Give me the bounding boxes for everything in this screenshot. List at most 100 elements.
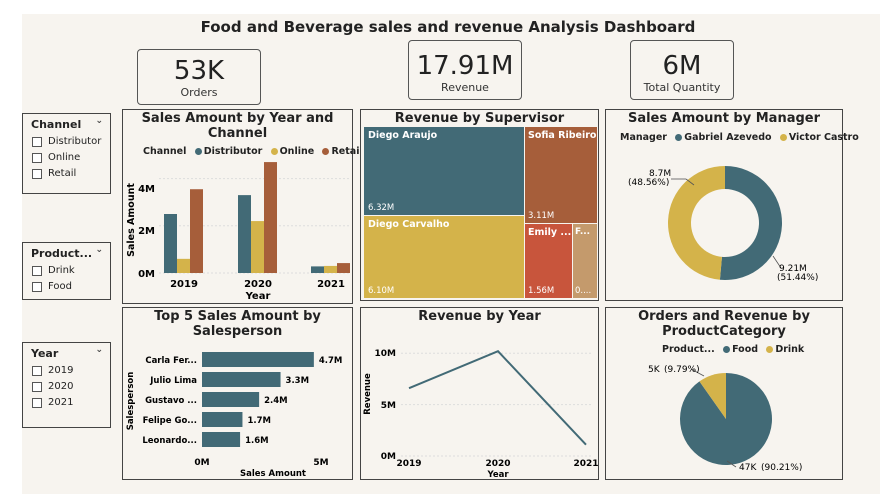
- x-tick-label: 2020: [244, 279, 272, 290]
- slice-value-label: 5K: [648, 365, 661, 375]
- treemap-cell[interactable]: Diego Araujo 6.32M: [364, 127, 524, 215]
- bar[interactable]: [324, 265, 337, 273]
- pie-slice[interactable]: [699, 373, 726, 419]
- treemap-value: 1.56M: [528, 286, 555, 296]
- legend-marker: [779, 134, 787, 141]
- kpi-revenue-card[interactable]: 17.91M Revenue: [408, 40, 522, 100]
- year-slicer[interactable]: Year ⌄ 2019 2020 2021: [22, 342, 111, 428]
- donut-slice[interactable]: [719, 166, 783, 280]
- sales-by-year-channel-card[interactable]: Sales Amount by Year and Channel Channel…: [122, 109, 363, 304]
- sales-by-manager-card[interactable]: Sales Amount by Manager Manager Gabriel …: [605, 109, 859, 301]
- slicer-option-label: 2019: [48, 365, 74, 376]
- treemap-cell[interactable]: Diego Carvalho 6.10M: [364, 216, 524, 298]
- x-tick-label: 2019: [396, 459, 421, 469]
- revenue-by-supervisor-card[interactable]: Revenue by Supervisor Diego Araujo 6.32M…: [360, 109, 599, 301]
- bar[interactable]: [202, 392, 260, 407]
- y-tick-label: 0M: [138, 269, 155, 280]
- orders-by-category-card[interactable]: Orders and Revenue by ProductCategory Pr…: [605, 307, 843, 480]
- slice-percent-label: (48.56%): [628, 178, 669, 188]
- treemap-label: Emily ...: [528, 227, 572, 238]
- checkbox[interactable]: [32, 136, 42, 147]
- chart-title: Sales Amount by Year and Channel: [141, 111, 334, 141]
- x-tick-label: 2021: [317, 279, 345, 290]
- slicer-option-2019[interactable]: 2019: [23, 362, 110, 378]
- x-tick-label: 5M: [313, 458, 328, 468]
- checkbox[interactable]: [32, 381, 42, 392]
- treemap-cell[interactable]: Emily ... 1.56M: [525, 224, 572, 298]
- checkbox[interactable]: [32, 265, 42, 276]
- legend-label: Online: [279, 146, 315, 157]
- bar[interactable]: [264, 162, 277, 273]
- x-tick-label: 2019: [170, 279, 198, 290]
- revenue-line[interactable]: [408, 350, 587, 446]
- treemap-cell[interactable]: Sofia Ribeiro 3.11M: [525, 127, 597, 223]
- chart-legend: Manager Gabriel Azevedo Victor Castro: [620, 132, 859, 143]
- slicer-option-drink[interactable]: Drink: [23, 262, 110, 278]
- slicer-option-online[interactable]: Online: [23, 149, 110, 165]
- y-tick-label: 4M: [138, 184, 155, 195]
- bar[interactable]: [190, 189, 203, 273]
- bar[interactable]: [202, 432, 241, 447]
- bar[interactable]: [177, 258, 190, 273]
- data-label: 1.7M: [247, 416, 271, 426]
- chevron-down-icon[interactable]: ⌄: [95, 245, 103, 255]
- top5-salesperson-card[interactable]: Top 5 Sales Amount by Salesperson Carla …: [122, 307, 353, 480]
- y-axis-title: Sales Amount: [126, 183, 137, 257]
- category-label: Felipe Go...: [143, 416, 197, 426]
- checkbox[interactable]: [32, 365, 42, 376]
- kpi-quantity-label: Total Quantity: [643, 81, 721, 94]
- slicer-option-2020[interactable]: 2020: [23, 378, 110, 394]
- legend-marker: [194, 148, 202, 155]
- channel-slicer[interactable]: Channel ⌄ Distributor Online Retail: [22, 113, 111, 194]
- slice-value-label: 9.21M: [779, 264, 807, 274]
- bar[interactable]: [202, 412, 243, 427]
- sales-by-manager-donut: 8.7M (48.56%) 9.21M (51.44%): [628, 166, 818, 283]
- legend-marker: [723, 346, 731, 353]
- treemap-value: 3.11M: [528, 211, 555, 221]
- checkbox[interactable]: [32, 397, 42, 408]
- slicer-option-label: Retail: [48, 168, 77, 179]
- chart-title: Top 5 Sales Amount by Salesperson: [154, 309, 321, 339]
- chart-title: Revenue by Year: [418, 309, 541, 324]
- legend-label: Retail: [331, 146, 363, 157]
- category-label: Julio Lima: [149, 376, 197, 386]
- chevron-down-icon[interactable]: ⌄: [95, 116, 103, 126]
- bar[interactable]: [202, 372, 281, 387]
- slicer-option-retail[interactable]: Retail: [23, 165, 110, 181]
- treemap-cell[interactable]: F... 0....: [573, 224, 597, 298]
- slicer-option-distributor[interactable]: Distributor: [23, 133, 110, 149]
- bar[interactable]: [202, 352, 314, 367]
- x-axis-title: Sales Amount: [240, 469, 306, 479]
- bar[interactable]: [164, 214, 177, 273]
- product-slicer[interactable]: Product... ⌄ Drink Food: [22, 242, 111, 300]
- slicer-option-2021[interactable]: 2021: [23, 394, 110, 410]
- legend-marker: [270, 148, 278, 155]
- treemap-value: 6.32M: [368, 203, 395, 213]
- legend-label: Food: [732, 344, 759, 355]
- x-tick-label: 0M: [194, 458, 209, 468]
- chevron-down-icon[interactable]: ⌄: [95, 345, 103, 355]
- kpi-quantity-card[interactable]: 6M Total Quantity: [630, 40, 734, 100]
- category-label: Gustavo ...: [145, 396, 197, 406]
- kpi-orders-value: 53K: [173, 56, 225, 86]
- checkbox[interactable]: [32, 281, 42, 292]
- checkbox[interactable]: [32, 168, 42, 179]
- y-axis-title: Salesperson: [126, 372, 136, 431]
- slice-percent-label: (9.79%): [664, 365, 700, 375]
- bar[interactable]: [311, 266, 324, 273]
- slicer-option-food[interactable]: Food: [23, 278, 110, 294]
- slicer-option-label: 2021: [48, 397, 74, 408]
- checkbox[interactable]: [32, 152, 42, 163]
- legend-label: Victor Castro: [788, 132, 859, 143]
- bar[interactable]: [337, 263, 350, 273]
- bar[interactable]: [238, 195, 251, 273]
- sales-by-year-channel-chart: 0M 2M 4M 2019 2020 2021 Year Sales Amoun…: [126, 162, 350, 302]
- bar[interactable]: [251, 221, 264, 273]
- legend-title: Channel: [143, 146, 187, 157]
- revenue-by-year-card[interactable]: Revenue by Year 0M 5M 10M 2019 2020 2021…: [360, 307, 599, 480]
- legend-label: Drink: [775, 344, 805, 355]
- slice-percent-label: (90.21%): [761, 463, 802, 473]
- donut-slice[interactable]: [668, 166, 725, 280]
- y-tick-label: 0M: [381, 452, 396, 462]
- kpi-orders-card[interactable]: 53K Orders: [137, 49, 261, 105]
